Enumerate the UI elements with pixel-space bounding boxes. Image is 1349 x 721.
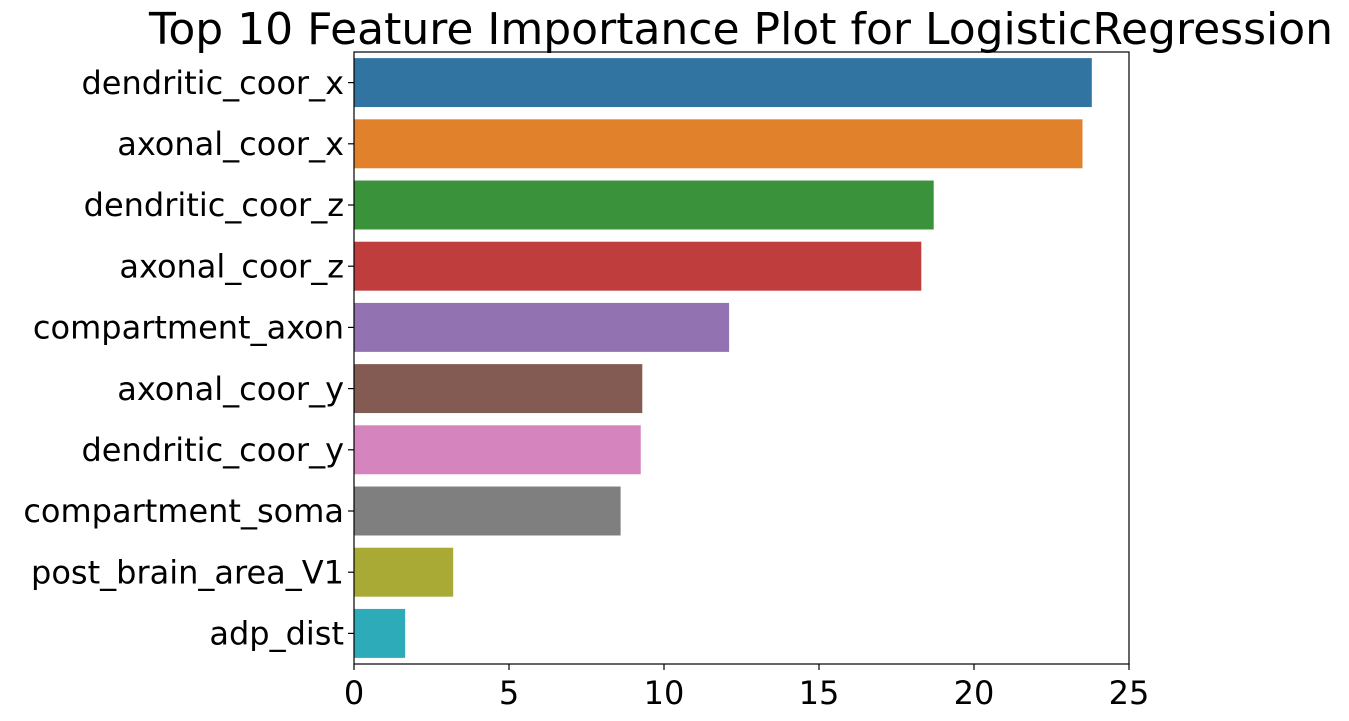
bar-dendritic-coor-y	[354, 425, 641, 475]
chart-title: Top 10 Feature Importance Plot for Logis…	[148, 4, 1333, 55]
y-tick-label: adp_dist	[209, 615, 344, 653]
bars-layer	[354, 58, 1092, 658]
bar-compartment-soma	[354, 486, 621, 536]
y-tick-label: dendritic_coor_x	[81, 64, 344, 102]
bar-dendritic-coor-z	[354, 180, 934, 230]
bar-axonal-coor-y	[354, 364, 643, 414]
y-tick-label: compartment_soma	[23, 492, 344, 530]
y-tick-label: post_brain_area_V1	[31, 553, 344, 591]
bar-dendritic-coor-x	[354, 58, 1092, 108]
x-tick-label: 20	[954, 674, 995, 712]
x-tick-label: 25	[1109, 674, 1150, 712]
x-tick-label: 5	[499, 674, 519, 712]
y-tick-label: dendritic_coor_z	[84, 186, 344, 224]
x-axis-ticks: 0 5 10 15 20 25	[344, 664, 1150, 712]
y-tick-label: dendritic_coor_y	[81, 431, 344, 469]
bar-axonal-coor-x	[354, 119, 1083, 169]
y-tick-label: axonal_coor_y	[117, 370, 344, 408]
y-tick-label: axonal_coor_x	[117, 125, 344, 163]
bar-adp-dist	[354, 608, 406, 658]
y-tick-label: compartment_axon	[33, 309, 344, 347]
bar-axonal-coor-z	[354, 241, 922, 291]
x-tick-label: 10	[644, 674, 685, 712]
bar-post-brain-area-V1	[354, 547, 454, 597]
y-tick-label: axonal_coor_z	[119, 247, 344, 285]
bar-compartment-axon	[354, 302, 730, 352]
x-tick-label: 15	[799, 674, 840, 712]
plot-area-frame	[353, 51, 1130, 665]
y-tick-labels: dendritic_coor_x axonal_coor_x dendritic_c…	[23, 64, 354, 653]
x-tick-label: 0	[344, 674, 364, 712]
